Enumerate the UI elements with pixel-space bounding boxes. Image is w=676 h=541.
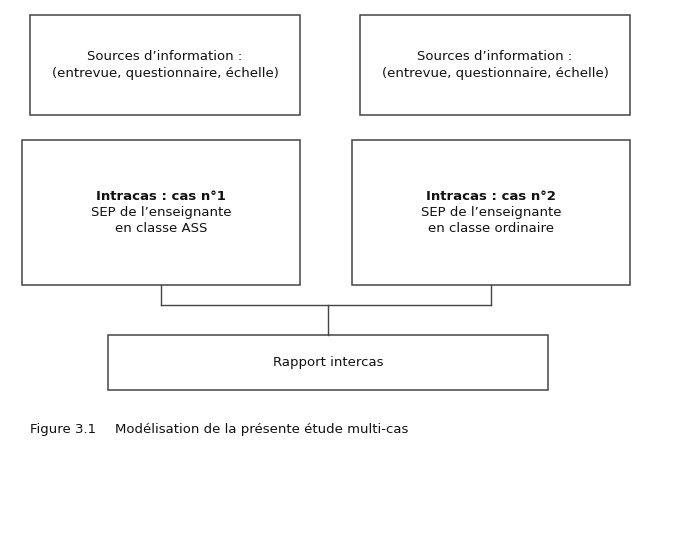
Text: en classe ordinaire: en classe ordinaire: [428, 222, 554, 235]
Bar: [352, 140, 630, 285]
Text: (entrevue, questionnaire, échelle): (entrevue, questionnaire, échelle): [381, 67, 608, 80]
Text: en classe ASS: en classe ASS: [115, 222, 207, 235]
Bar: [108, 335, 548, 390]
Text: Sources d’information :: Sources d’information :: [87, 50, 243, 63]
Text: Rapport intercas: Rapport intercas: [272, 356, 383, 369]
Bar: [22, 140, 300, 285]
Text: (entrevue, questionnaire, échelle): (entrevue, questionnaire, échelle): [51, 67, 279, 80]
Text: Modélisation de la présente étude multi-cas: Modélisation de la présente étude multi-…: [115, 424, 408, 437]
Text: Intracas : cas n°1: Intracas : cas n°1: [96, 190, 226, 203]
Text: Figure 3.1: Figure 3.1: [30, 424, 96, 437]
Text: Intracas : cas n°2: Intracas : cas n°2: [426, 190, 556, 203]
Bar: [30, 15, 300, 115]
Text: Sources d’information :: Sources d’information :: [417, 50, 573, 63]
Text: SEP de l’enseignante: SEP de l’enseignante: [91, 206, 231, 219]
Text: SEP de l’enseignante: SEP de l’enseignante: [420, 206, 561, 219]
Bar: [360, 15, 630, 115]
